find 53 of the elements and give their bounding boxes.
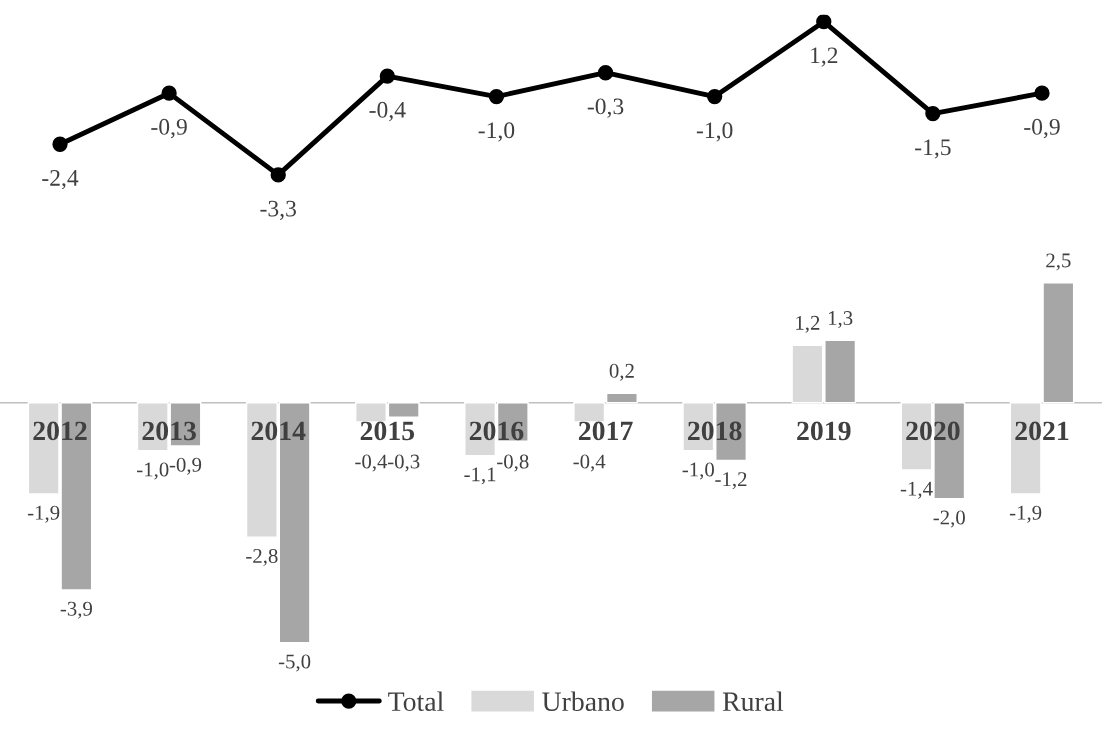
point xyxy=(52,136,68,152)
legend-label: Total xyxy=(388,691,444,712)
x-tick-label: 2014 xyxy=(251,421,306,441)
data-label: -2,4 xyxy=(42,170,79,190)
x-tick-label: 2018 xyxy=(688,421,742,441)
x-tick-label: 2017 xyxy=(578,421,633,441)
data-label: 1,2 xyxy=(811,47,838,67)
data-label: -0,9 xyxy=(1024,118,1060,139)
data-label: -0,3 xyxy=(587,98,624,118)
data-label: 2,5 xyxy=(1046,253,1071,271)
x-tick-label: 2015 xyxy=(360,421,415,441)
data-label: -0,9 xyxy=(151,118,187,139)
x-tick-label: 2019 xyxy=(797,421,851,441)
point xyxy=(1034,85,1050,101)
data-label: -1,0 xyxy=(137,462,169,480)
x-tick-label: 2016 xyxy=(469,421,524,441)
data-label: -1,9 xyxy=(27,505,60,523)
data-label: 1,3 xyxy=(828,311,853,329)
data-label: -0,8 xyxy=(497,454,529,472)
data-label: -2,0 xyxy=(933,510,965,528)
data-label: -0,4 xyxy=(355,454,388,472)
data-label: -0,9 xyxy=(169,457,202,475)
data-label: -2,8 xyxy=(246,548,278,566)
legend-label: Rural xyxy=(722,691,784,712)
x-tick-label: 2012 xyxy=(33,421,87,441)
point xyxy=(379,68,395,84)
data-label: 0,2 xyxy=(609,363,634,381)
point xyxy=(270,167,286,183)
point xyxy=(597,65,614,81)
data-label: -0,4 xyxy=(369,101,406,122)
data-label: -1,1 xyxy=(464,467,496,485)
data-label: -0,4 xyxy=(573,454,606,472)
data-label: -3,9 xyxy=(60,601,93,619)
x-tick-label: 2021 xyxy=(1015,421,1069,441)
data-label: 1,2 xyxy=(796,315,820,333)
data-label: -1,0 xyxy=(696,122,733,142)
point xyxy=(707,88,723,105)
data-label: -1,2 xyxy=(715,472,747,490)
point xyxy=(161,85,177,101)
data-label: -1,0 xyxy=(682,462,714,480)
data-label: -1,9 xyxy=(1009,505,1042,523)
data-label: -5,0 xyxy=(278,654,311,672)
data-label: -1,4 xyxy=(900,481,933,499)
point xyxy=(925,105,941,122)
point xyxy=(816,14,832,30)
data-label: -1,0 xyxy=(478,122,515,142)
data-label: -1,5 xyxy=(915,139,951,159)
point xyxy=(488,88,505,105)
legend-label: Urbano xyxy=(542,691,624,712)
x-tick-label: 2020 xyxy=(906,421,960,441)
data-label: -3,3 xyxy=(260,200,296,220)
x-tick-label: 2013 xyxy=(142,421,196,441)
data-label: -0,3 xyxy=(387,454,420,472)
